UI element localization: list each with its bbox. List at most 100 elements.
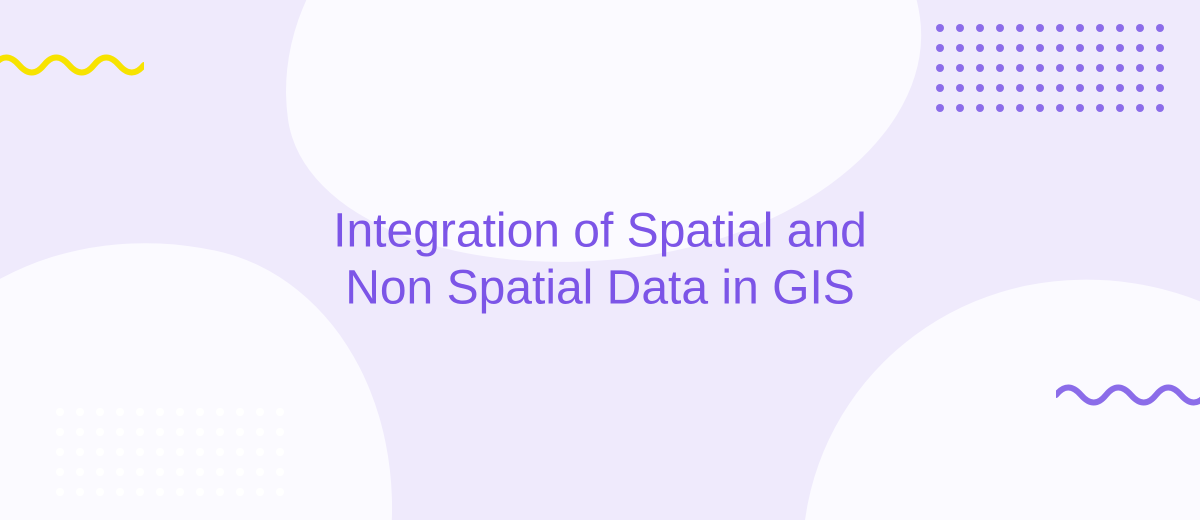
dot-icon [976, 44, 984, 52]
dot-icon [1076, 44, 1084, 52]
dot-icon [156, 488, 164, 496]
dot-icon [936, 64, 944, 72]
dot-icon [1016, 24, 1024, 32]
dot-icon [1016, 104, 1024, 112]
dot-icon [96, 408, 104, 416]
dot-icon [216, 468, 224, 476]
dot-icon [1056, 44, 1064, 52]
dot-icon [96, 448, 104, 456]
dot-icon [216, 408, 224, 416]
dot-icon [1116, 24, 1124, 32]
dot-icon [136, 428, 144, 436]
dot-icon [1156, 84, 1164, 92]
dot-icon [236, 448, 244, 456]
dot-icon [1096, 64, 1104, 72]
dot-grid-bottom-left [56, 408, 284, 496]
dot-icon [1096, 44, 1104, 52]
dot-icon [256, 428, 264, 436]
dot-icon [56, 488, 64, 496]
dot-icon [1156, 24, 1164, 32]
dot-icon [1136, 44, 1144, 52]
dot-icon [1136, 24, 1144, 32]
dot-icon [96, 468, 104, 476]
dot-icon [996, 64, 1004, 72]
dot-icon [936, 24, 944, 32]
dot-icon [276, 488, 284, 496]
dot-icon [1036, 84, 1044, 92]
dot-icon [976, 64, 984, 72]
dot-icon [116, 428, 124, 436]
dot-icon [76, 428, 84, 436]
dot-icon [256, 408, 264, 416]
dot-grid-top-right [936, 24, 1164, 112]
dot-icon [1016, 44, 1024, 52]
dot-icon [236, 428, 244, 436]
dot-icon [236, 488, 244, 496]
dot-icon [176, 488, 184, 496]
dot-icon [1116, 104, 1124, 112]
dot-icon [56, 428, 64, 436]
dot-icon [156, 408, 164, 416]
dot-icon [156, 468, 164, 476]
dot-icon [76, 468, 84, 476]
dot-icon [1076, 24, 1084, 32]
dot-icon [136, 408, 144, 416]
dot-icon [76, 488, 84, 496]
dot-icon [196, 448, 204, 456]
dot-icon [936, 44, 944, 52]
dot-icon [176, 448, 184, 456]
dot-icon [116, 408, 124, 416]
dot-icon [1036, 44, 1044, 52]
dot-icon [56, 468, 64, 476]
dot-icon [116, 448, 124, 456]
dot-icon [136, 468, 144, 476]
dot-icon [176, 468, 184, 476]
dot-icon [1036, 104, 1044, 112]
dot-icon [196, 468, 204, 476]
dot-icon [956, 24, 964, 32]
dot-icon [1136, 104, 1144, 112]
dot-icon [56, 448, 64, 456]
dot-icon [276, 448, 284, 456]
dot-icon [196, 428, 204, 436]
dot-icon [1036, 64, 1044, 72]
dot-icon [216, 428, 224, 436]
dot-icon [996, 44, 1004, 52]
dot-icon [56, 408, 64, 416]
dot-icon [996, 104, 1004, 112]
dot-icon [1056, 24, 1064, 32]
dot-icon [256, 468, 264, 476]
dot-icon [176, 408, 184, 416]
dot-icon [956, 44, 964, 52]
dot-icon [1136, 84, 1144, 92]
dot-icon [956, 64, 964, 72]
squiggle-purple-icon [1056, 380, 1200, 410]
dot-icon [256, 448, 264, 456]
dot-icon [176, 428, 184, 436]
dot-icon [996, 84, 1004, 92]
dot-icon [196, 488, 204, 496]
dot-icon [1116, 44, 1124, 52]
dot-icon [976, 84, 984, 92]
dot-icon [1076, 104, 1084, 112]
dot-icon [1156, 44, 1164, 52]
dot-icon [76, 448, 84, 456]
dot-icon [1056, 104, 1064, 112]
dot-icon [1116, 84, 1124, 92]
dot-icon [976, 24, 984, 32]
dot-icon [956, 104, 964, 112]
dot-icon [256, 488, 264, 496]
dot-icon [156, 448, 164, 456]
dot-icon [1076, 64, 1084, 72]
dot-icon [1116, 64, 1124, 72]
dot-icon [156, 428, 164, 436]
dot-icon [276, 468, 284, 476]
dot-icon [996, 24, 1004, 32]
dot-icon [1076, 84, 1084, 92]
dot-icon [236, 468, 244, 476]
dot-icon [196, 408, 204, 416]
dot-icon [936, 84, 944, 92]
dot-icon [96, 488, 104, 496]
dot-icon [1056, 84, 1064, 92]
dot-icon [116, 488, 124, 496]
